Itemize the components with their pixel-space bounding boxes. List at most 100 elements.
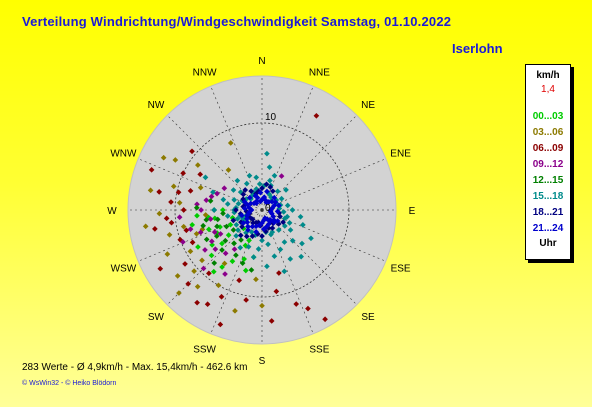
data-point <box>249 216 256 223</box>
data-point <box>204 301 211 308</box>
data-point <box>207 216 214 222</box>
legend-slot: 06...09 <box>532 143 564 154</box>
data-point <box>274 218 281 224</box>
data-point <box>280 219 286 226</box>
data-point <box>185 281 191 287</box>
direction-label: WSW <box>111 263 137 274</box>
data-point <box>160 154 167 161</box>
data-point <box>253 276 259 283</box>
data-point <box>224 213 231 219</box>
data-point <box>248 229 255 235</box>
data-point <box>203 236 210 243</box>
data-point <box>239 212 245 219</box>
data-point <box>183 227 190 234</box>
data-point <box>222 271 228 277</box>
data-point <box>270 188 276 194</box>
data-point <box>271 194 278 201</box>
data-point <box>300 222 306 228</box>
data-point <box>142 223 149 230</box>
data-point <box>193 204 200 211</box>
direction-spoke <box>261 209 314 334</box>
data-point <box>236 277 242 284</box>
data-point <box>237 232 244 239</box>
chart-title: Verteilung Windrichtung/Windgeschwindigk… <box>22 14 452 29</box>
data-point <box>275 227 282 233</box>
data-point <box>233 233 239 239</box>
data-point <box>194 283 201 290</box>
data-point <box>194 212 200 219</box>
data-point <box>267 207 274 213</box>
data-point <box>214 223 220 230</box>
data-point <box>225 232 232 238</box>
data-point <box>215 282 222 289</box>
data-point <box>244 215 250 222</box>
data-point <box>233 252 239 259</box>
data-point <box>199 257 205 264</box>
data-point <box>246 172 253 179</box>
data-point <box>219 247 225 253</box>
data-point <box>156 189 162 195</box>
data-point <box>243 297 249 303</box>
data-point <box>264 150 270 157</box>
data-point <box>233 207 239 213</box>
data-point <box>210 268 217 275</box>
data-point <box>289 237 296 244</box>
direction-label: S <box>259 356 266 367</box>
data-point <box>175 189 182 196</box>
legend-slot: 18...21 <box>532 207 564 218</box>
data-point <box>174 273 181 279</box>
data-point <box>230 227 237 233</box>
data-point <box>249 233 256 239</box>
direction-label: SSW <box>193 345 216 356</box>
data-point <box>217 231 224 237</box>
direction-spoke <box>261 158 386 211</box>
summary-stats: 283 Werte - Ø 4,9km/h - Max. 15,4km/h - … <box>22 362 248 373</box>
data-point <box>187 188 194 194</box>
direction-label: W <box>107 206 117 217</box>
data-point <box>194 299 200 306</box>
data-point <box>163 215 170 222</box>
time-legend: km/h 1,4 00...03 03...06 06...09 09...12 12.… <box>525 64 571 260</box>
data-point <box>194 201 200 208</box>
data-point <box>255 246 262 252</box>
data-point <box>253 174 260 181</box>
data-point <box>246 237 252 244</box>
data-point <box>208 252 215 259</box>
data-point <box>200 265 207 272</box>
direction-label: E <box>409 206 416 217</box>
data-point <box>172 157 179 163</box>
data-point <box>191 268 197 274</box>
data-point <box>220 207 226 213</box>
direction-spoke <box>261 209 386 262</box>
data-point <box>266 164 273 170</box>
direction-label: NW <box>148 100 165 111</box>
data-point <box>277 246 284 253</box>
data-point <box>147 187 154 194</box>
data-point <box>224 201 231 207</box>
data-point <box>248 188 254 194</box>
data-point <box>268 318 275 324</box>
data-point <box>180 223 187 230</box>
data-point <box>239 260 246 266</box>
data-point <box>203 197 210 204</box>
data-point <box>293 301 300 307</box>
data-point <box>164 251 171 257</box>
data-point <box>197 229 204 236</box>
direction-spoke <box>261 115 357 211</box>
data-point <box>249 223 256 230</box>
data-point <box>195 162 201 168</box>
data-point <box>231 197 238 203</box>
data-point <box>297 213 304 220</box>
data-point <box>189 239 196 246</box>
data-point <box>269 225 276 231</box>
data-point <box>265 241 271 248</box>
data-point <box>283 187 289 193</box>
data-point <box>219 264 225 270</box>
legend-average: 1,4 <box>541 84 555 95</box>
data-point <box>209 242 215 248</box>
data-point <box>220 210 226 217</box>
data-point <box>259 302 265 309</box>
direction-label: WNW <box>110 149 137 160</box>
data-point <box>152 226 158 232</box>
